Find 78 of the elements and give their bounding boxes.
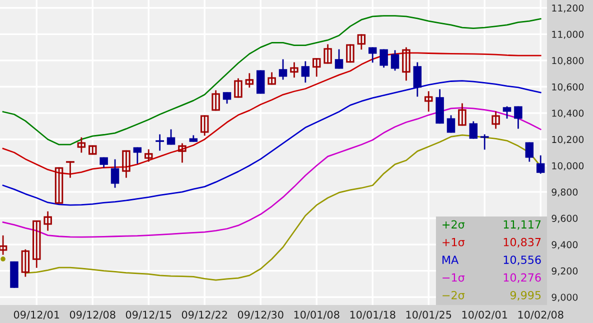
candlestick	[413, 62, 422, 97]
candlestick	[110, 159, 120, 188]
y-tick-label: 9,400	[552, 241, 578, 250]
candlestick	[278, 59, 288, 80]
candlestick	[133, 147, 142, 164]
candlestick	[357, 34, 366, 50]
text: −2σ	[442, 290, 465, 300]
line-series	[2, 15, 542, 146]
candlestick	[245, 73, 254, 88]
candlestick	[77, 137, 86, 153]
candlestick	[234, 78, 242, 98]
candlestick	[368, 47, 377, 63]
candlestick	[324, 44, 332, 64]
line-series	[2, 107, 542, 238]
x-tick-label: 09/12/22	[182, 310, 227, 320]
candlestick	[21, 249, 30, 277]
x-tick-label: 09/12/30	[238, 310, 284, 320]
y-tick-label: 9,200	[552, 267, 578, 276]
text: +1σ	[442, 238, 465, 246]
x-tick-label: 09/12/15	[126, 310, 172, 320]
y-tick-label: 9,800	[552, 188, 578, 197]
candlestick	[469, 121, 478, 139]
candlestick	[492, 111, 500, 129]
candlestick	[212, 90, 220, 111]
y-tick-label: 10,000	[552, 162, 584, 170]
annotation: 10,556	[504, 256, 541, 266]
text: +2σ	[442, 220, 465, 229]
candlestick	[166, 129, 176, 145]
y-tick-label: 9,600	[552, 214, 578, 223]
text: −1σ	[442, 273, 465, 282]
x-tick-label: 10/01/25	[406, 310, 452, 320]
candlestick	[122, 150, 130, 178]
y-tick-label: 10,200	[552, 136, 584, 144]
candlestick	[390, 50, 400, 71]
text: MA	[442, 256, 459, 264]
y-tick-label: 9,000	[552, 294, 578, 302]
candlestick	[32, 220, 41, 268]
candlestick	[256, 70, 265, 94]
x-tick-label: 10/02/08	[518, 310, 564, 320]
candlestick	[536, 155, 545, 174]
candlestick	[424, 91, 433, 112]
candlestick	[458, 103, 466, 126]
candlestick	[222, 92, 232, 104]
candlestick	[44, 211, 52, 231]
candlestick	[312, 58, 321, 77]
y-tick-label: 11,200	[552, 4, 584, 13]
annotation: 11,117	[504, 220, 541, 230]
candlestick	[301, 61, 310, 83]
candlestick	[144, 149, 153, 162]
candlestick	[66, 161, 74, 178]
x-tick-label: 10/02/01	[462, 310, 508, 320]
candlestick	[0, 235, 8, 255]
candlestick	[178, 143, 186, 163]
annotation: 10,276	[504, 273, 541, 283]
candlestick	[200, 115, 209, 136]
candlestick	[346, 44, 354, 63]
candlestick	[514, 106, 522, 129]
y-tick-label: 10,600	[552, 83, 584, 92]
x-tick-label: 10/01/18	[350, 310, 396, 320]
x-tick-label: 10/01/08	[294, 310, 340, 320]
candlestick	[380, 49, 388, 68]
annotation: 10,837	[504, 238, 541, 248]
x-tick-label: 09/12/01	[14, 310, 60, 320]
candlestick	[268, 72, 276, 85]
candlestick	[290, 62, 298, 78]
annotation: 9,995	[510, 290, 541, 301]
y-tick-label: 10,400	[552, 110, 584, 118]
candlestick	[402, 47, 410, 81]
candlestick	[156, 134, 164, 151]
x-tick-label: 09/12/08	[70, 310, 116, 320]
y-tick-label: 10,800	[552, 57, 584, 66]
candlestick	[334, 49, 344, 69]
candlestick	[54, 167, 64, 204]
candlestick	[502, 106, 512, 119]
candlestick	[480, 134, 489, 150]
y-tick-label: 11,000	[552, 30, 584, 39]
candlestick	[446, 115, 456, 133]
candlestick	[525, 142, 534, 162]
